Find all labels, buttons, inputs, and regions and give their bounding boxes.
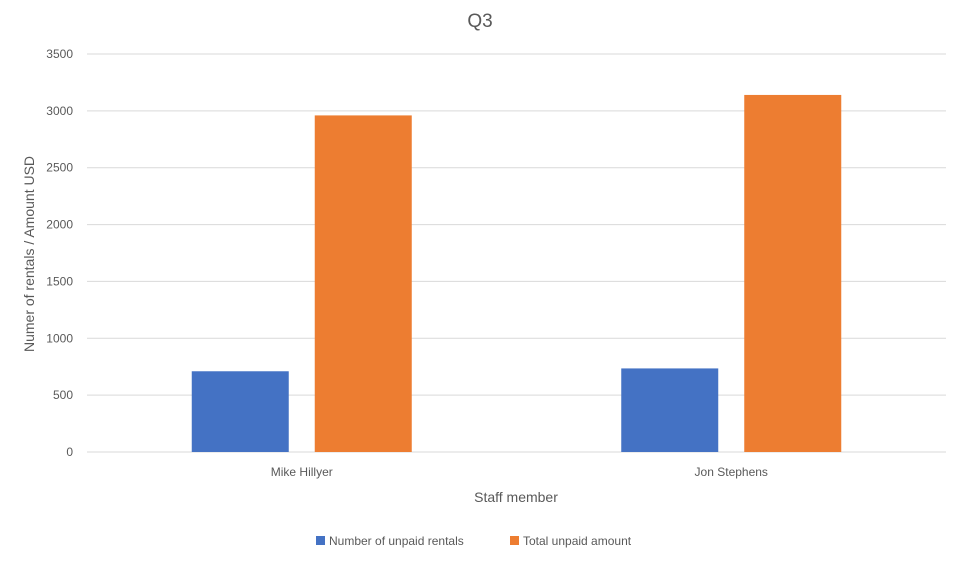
bars bbox=[191, 94, 842, 453]
y-tick-label: 500 bbox=[53, 388, 73, 402]
bar-unpaid-rentals bbox=[191, 371, 289, 452]
legend-swatch bbox=[510, 536, 519, 545]
legend: Number of unpaid rentals Total unpaid amo… bbox=[316, 534, 632, 548]
y-tick-label: 2500 bbox=[46, 161, 73, 175]
bar-unpaid-rentals bbox=[621, 368, 719, 452]
x-axis-label: Staff member bbox=[474, 489, 558, 505]
y-tick-label: 1500 bbox=[46, 274, 73, 288]
y-axis-label: Numer of rentals / Amount USD bbox=[21, 156, 37, 352]
y-tick-label: 3000 bbox=[46, 104, 73, 118]
y-tick-label: 3500 bbox=[46, 47, 73, 61]
y-tick-label: 2000 bbox=[46, 218, 73, 232]
x-tick-label: Mike Hillyer bbox=[271, 465, 333, 479]
y-tick-label: 1000 bbox=[46, 331, 73, 345]
legend-label: Number of unpaid rentals bbox=[329, 534, 464, 548]
x-tick-label: Jon Stephens bbox=[695, 465, 768, 479]
bar-unpaid-amount bbox=[314, 115, 412, 453]
y-axis-ticks: 0 500 1000 1500 2000 2500 3000 3500 bbox=[46, 47, 73, 459]
legend-swatch bbox=[316, 536, 325, 545]
bar-unpaid-amount bbox=[744, 94, 842, 453]
legend-label: Total unpaid amount bbox=[523, 534, 632, 548]
chart-title: Q3 bbox=[467, 11, 492, 32]
x-axis-ticks: Mike Hillyer Jon Stephens bbox=[271, 465, 768, 479]
y-tick-label: 0 bbox=[66, 445, 73, 459]
